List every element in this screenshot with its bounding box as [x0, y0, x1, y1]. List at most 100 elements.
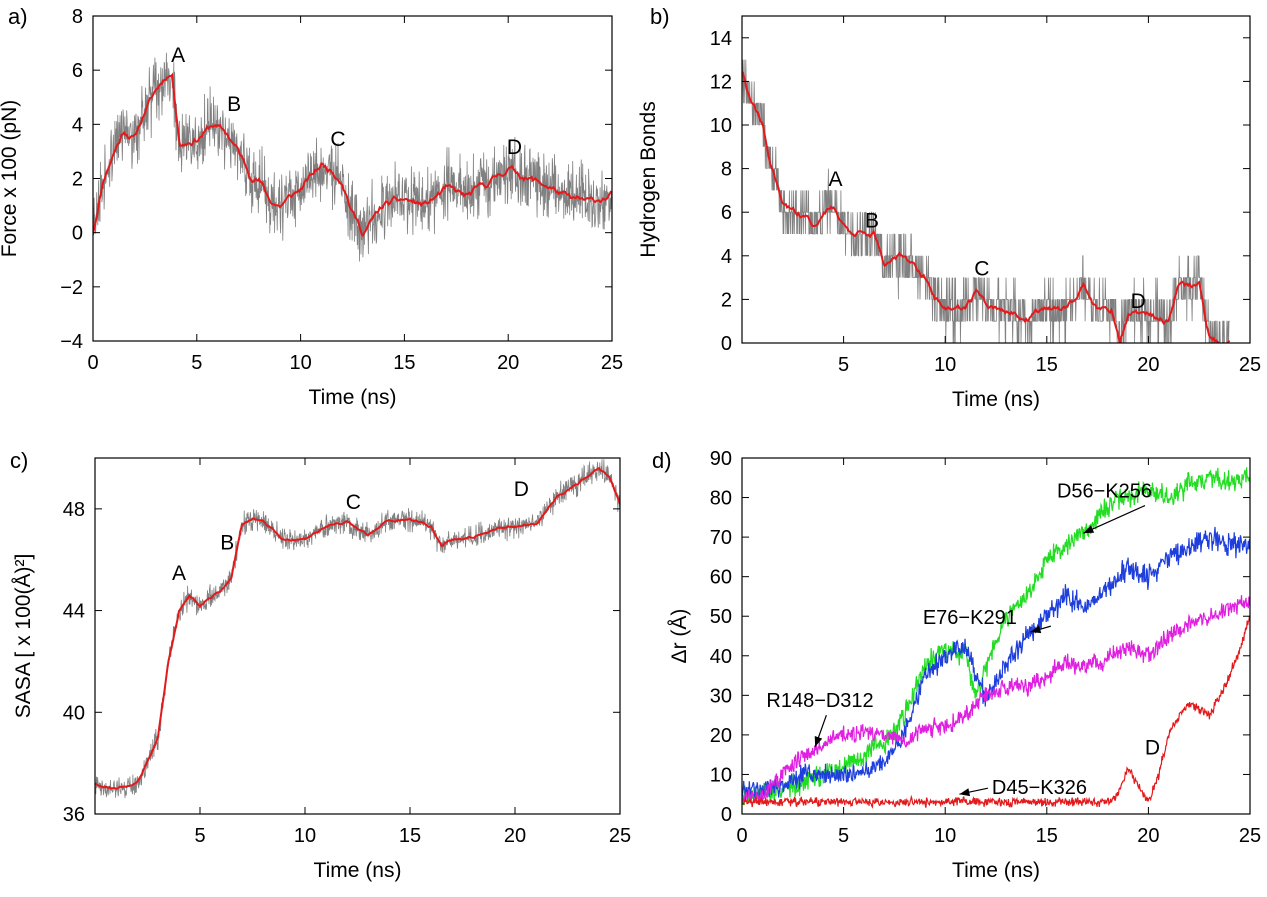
x-tick-label: 5: [194, 825, 205, 847]
smoothed-trace: [95, 466, 620, 790]
arrowhead: [959, 788, 971, 797]
panel-label: a): [8, 4, 28, 29]
x-tick-label: 25: [1239, 825, 1261, 847]
y-tick-label: 6: [721, 202, 732, 224]
y-tick-label: 2: [72, 169, 83, 191]
arrowhead: [1030, 625, 1042, 634]
panel-label: c): [10, 448, 28, 473]
series-annotation: D56−K256: [1057, 481, 1152, 503]
y-tick-label: 36: [63, 804, 85, 826]
y-tick-label: 0: [72, 223, 83, 245]
event-marker-B: B: [220, 532, 234, 555]
y-tick-label: 80: [710, 488, 732, 510]
x-tick-label: 20: [497, 352, 519, 374]
smoothed-trace: [742, 71, 1231, 343]
y-tick-label: 10: [710, 115, 732, 137]
event-marker-C: C: [330, 128, 345, 151]
y-tick-label: 10: [710, 764, 732, 786]
x-tick-label: 25: [601, 352, 623, 374]
y-tick-label: 8: [721, 159, 732, 181]
panel-a: a) 0 5 10 15 20 25 −4 −2 0 2 4 6 8 Time (ns) Force x 10…: [0, 4, 623, 409]
x-tick-label: 10: [289, 352, 311, 374]
panel-b: b) 5 10 15 20 25 0 2 4 6 8 10 12 14 Time (ns) Hydrogen …: [637, 4, 1261, 411]
y-tick-label: 40: [63, 702, 85, 724]
series-annotation: E76−K291: [923, 607, 1017, 629]
series-line: [742, 595, 1250, 805]
y-axis-title: SASA [ x 100(Å)²]: [12, 554, 35, 719]
y-tick-label: 70: [710, 527, 732, 549]
y-tick-label: 44: [63, 601, 85, 623]
arrowhead: [814, 735, 823, 747]
event-marker-A: A: [172, 562, 186, 585]
smoothed-trace: [93, 73, 612, 238]
y-tick-label: 30: [710, 685, 732, 707]
x-tick-label: 0: [736, 825, 747, 847]
x-axis-title: Time (ns): [952, 859, 1040, 882]
series-line: [742, 526, 1250, 802]
x-tick-label: 15: [393, 352, 415, 374]
raw-trace: [95, 459, 620, 799]
y-tick-label: 4: [721, 246, 732, 268]
event-marker-D: D: [1131, 290, 1146, 313]
series-annotation: D45−K326: [992, 777, 1087, 799]
y-tick-label: 50: [710, 606, 732, 628]
plot-frame: [741, 15, 1251, 344]
x-tick-label: 5: [191, 352, 202, 374]
x-tick-label: 10: [934, 354, 956, 376]
y-tick-label: 40: [710, 646, 732, 668]
x-tick-label: 5: [838, 825, 849, 847]
panel-d: d) 0 5 10 15 20 25 0 10 20 30 40 50 60 70 80 90 Time (ns)…: [652, 448, 1261, 882]
plot-area: [93, 52, 612, 262]
y-tick-label: 6: [72, 60, 83, 82]
x-tick-label: 20: [1137, 354, 1159, 376]
plot-frame: [94, 457, 621, 815]
x-tick-label: 10: [934, 825, 956, 847]
panel-label: d): [652, 448, 672, 473]
x-axis-title: Time (ns): [952, 388, 1040, 411]
x-tick-label: 5: [838, 354, 849, 376]
event-marker-A: A: [171, 44, 185, 67]
x-tick-label: 15: [1036, 825, 1058, 847]
y-tick-label: 0: [721, 333, 732, 355]
y-axis-title: Force x 100 (pN): [0, 100, 21, 258]
annotation-arrow: [1083, 505, 1146, 534]
x-tick-label: 0: [87, 352, 98, 374]
series-annotation: R148−D312: [766, 690, 873, 712]
x-axis-title: Time (ns): [314, 859, 402, 882]
y-tick-label: 12: [710, 71, 732, 93]
y-tick-label: 8: [72, 6, 83, 28]
event-marker-B: B: [227, 93, 241, 116]
panel-label: b): [650, 4, 670, 29]
x-tick-label: 15: [399, 825, 421, 847]
x-tick-label: 25: [609, 825, 631, 847]
plot-area: [742, 467, 1250, 809]
event-marker-A: A: [828, 168, 842, 191]
y-axis-title: Δr (Å): [668, 609, 691, 664]
x-tick-label: 20: [1137, 825, 1159, 847]
plot-area: [742, 59, 1231, 343]
y-tick-label: 0: [721, 804, 732, 826]
event-marker-C: C: [346, 491, 361, 514]
event-marker-B: B: [865, 209, 879, 232]
series-line: [742, 615, 1250, 809]
y-tick-label: 90: [710, 448, 732, 470]
raw-trace: [93, 52, 612, 262]
x-tick-label: 10: [294, 825, 316, 847]
arrowhead: [1083, 525, 1095, 534]
plot-area: [95, 459, 620, 799]
y-tick-label: 60: [710, 567, 732, 589]
y-tick-label: 20: [710, 725, 732, 747]
y-tick-label: 48: [63, 499, 85, 521]
event-marker-D: D: [1145, 737, 1160, 760]
y-tick-label: 14: [710, 28, 732, 50]
panel-c: c) 5 10 15 20 25 36 40 44 48 Time (ns) SASA [ x 100…: [10, 448, 631, 882]
y-axis-title: Hydrogen Bonds: [637, 101, 660, 257]
x-tick-label: 15: [1036, 354, 1058, 376]
x-tick-label: 20: [504, 825, 526, 847]
event-marker-D: D: [514, 478, 529, 501]
y-tick-label: 2: [721, 289, 732, 311]
plot-frame: [741, 457, 1251, 815]
y-tick-label: 4: [72, 114, 83, 136]
raw-trace: [742, 59, 1230, 343]
x-axis-title: Time (ns): [309, 386, 397, 409]
